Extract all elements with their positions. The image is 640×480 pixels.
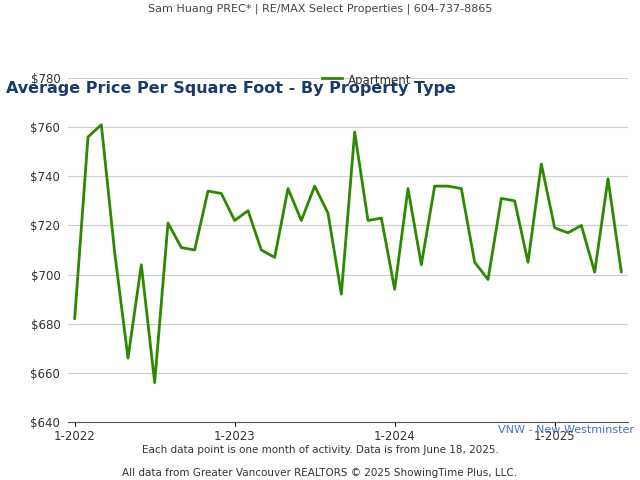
Text: Sam Huang PREC* | RE/MAX Select Properties | 604-737-8865: Sam Huang PREC* | RE/MAX Select Properti… <box>148 4 492 14</box>
Text: VNW - New Westminster: VNW - New Westminster <box>498 425 634 435</box>
Text: Apartment: Apartment <box>348 74 412 87</box>
Text: Average Price Per Square Foot - By Property Type: Average Price Per Square Foot - By Prope… <box>6 81 456 96</box>
Text: All data from Greater Vancouver REALTORS © 2025 ShowingTime Plus, LLC.: All data from Greater Vancouver REALTORS… <box>122 468 518 478</box>
Text: Each data point is one month of activity. Data is from June 18, 2025.: Each data point is one month of activity… <box>141 445 499 456</box>
